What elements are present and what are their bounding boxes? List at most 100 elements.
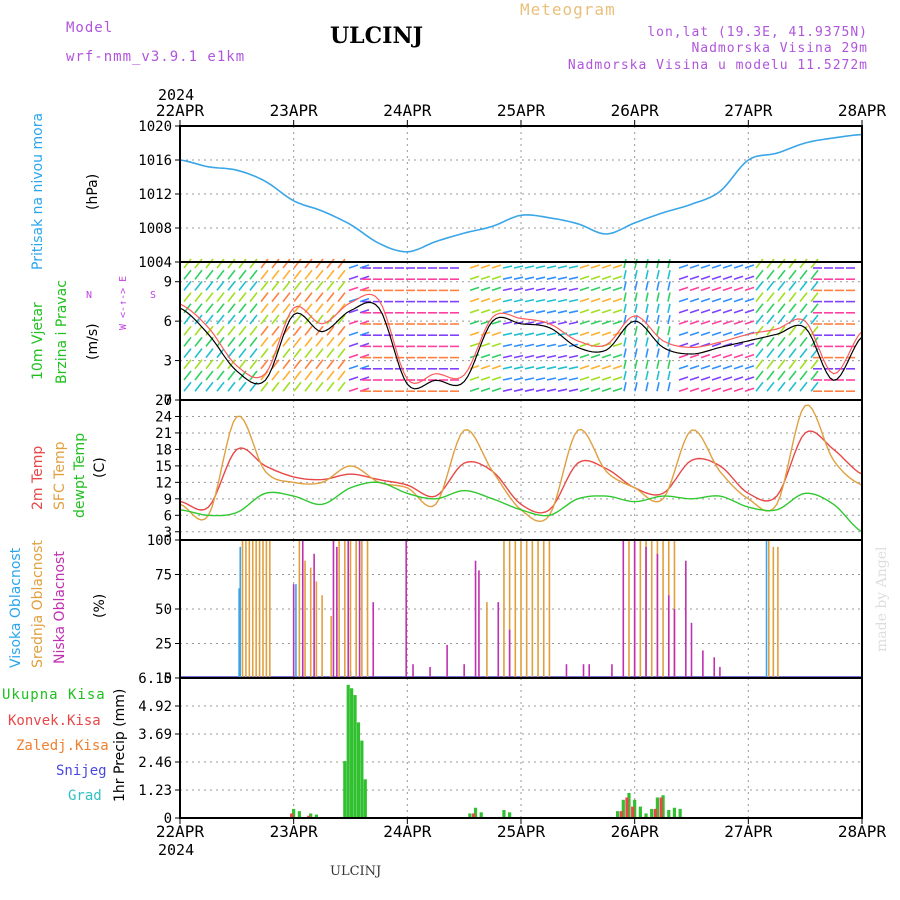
wind-barb (722, 264, 733, 269)
wind-barb (293, 269, 302, 280)
wind-barb (293, 359, 302, 370)
wind-barb (579, 387, 590, 392)
wind-barb (491, 342, 502, 348)
wind-barb (326, 258, 335, 269)
wind-barb (326, 269, 335, 280)
wind-barb (326, 370, 335, 381)
cloud-title-mid: Srednja Oblacnost (30, 540, 46, 668)
wind-barb (755, 303, 764, 314)
wind-barb (689, 309, 700, 314)
wind-barb (304, 359, 313, 370)
wind-barb (579, 275, 590, 280)
wind-barb (711, 376, 722, 381)
wind-barb (678, 264, 689, 269)
wind-barb (810, 292, 819, 303)
wind-barb (502, 276, 513, 280)
wind-barb (271, 258, 280, 269)
wind-barb (766, 303, 775, 314)
y-tick-label: 4.92 (138, 699, 172, 715)
wind-barb (612, 376, 623, 381)
precip-bar-total (672, 807, 677, 818)
wind-barb (546, 265, 557, 269)
wind-barb (513, 343, 524, 348)
wind-barb (513, 388, 524, 392)
wind-barb (238, 303, 247, 314)
wind-barb (260, 381, 269, 392)
y-tick-label: 1004 (138, 255, 172, 271)
wind-barb (667, 326, 671, 336)
wind-barb (579, 353, 590, 359)
wind-barb (315, 359, 324, 370)
wind-barb (777, 336, 786, 347)
wind-barb (579, 309, 590, 314)
wind-barb (491, 376, 502, 381)
wind-barb (733, 297, 744, 303)
wind-barb (513, 287, 524, 292)
footer-station: ULCINJ (330, 864, 381, 879)
wind-barb (612, 365, 623, 370)
wind-barb (260, 258, 269, 269)
wind-barb (590, 376, 601, 381)
wind-barb (524, 343, 535, 348)
wind-barb (755, 359, 764, 370)
wind-barb (491, 297, 502, 303)
wind-barb (667, 370, 671, 381)
wind-barb (612, 387, 623, 392)
wind-barb (667, 303, 671, 313)
wind-barb (238, 336, 247, 347)
y-tick-label: 15 (155, 459, 172, 475)
x-tick-label-top: 27APR (724, 101, 773, 120)
wind-barb (722, 297, 733, 303)
wind-barb (216, 280, 225, 291)
wind-barb (744, 320, 755, 325)
wind-barb (711, 275, 722, 280)
x-tick-label-bottom: 24APR (383, 822, 432, 841)
wind-barb (788, 303, 797, 314)
precip-legend-total: Ukupna Kisa (2, 687, 106, 703)
wind-barb (799, 314, 808, 325)
wind-barb (568, 377, 579, 381)
wind-barb (634, 281, 638, 291)
precip-bar-convective (659, 797, 663, 818)
wind-barb (777, 348, 786, 359)
wind-barb (634, 370, 638, 381)
wind-barb (546, 332, 557, 336)
wind-barb (656, 270, 660, 280)
wind-barb (535, 265, 546, 269)
wind-barb (337, 258, 346, 269)
wind-barb (293, 336, 302, 347)
wind-barb (689, 264, 700, 269)
wind-barb (491, 286, 502, 292)
y-tick-label: 12 (155, 475, 172, 491)
wind-barb (480, 320, 491, 325)
wind-barb (249, 370, 258, 381)
wind-barb (359, 353, 370, 359)
wind-barb (645, 359, 649, 369)
wind-barb (348, 264, 359, 269)
wind-barb (788, 381, 797, 392)
wind-barb (612, 264, 623, 269)
wind-barb (612, 309, 623, 314)
wind-barb (546, 298, 557, 303)
wind-barb (557, 265, 568, 269)
y-tick-label: 3.69 (138, 727, 172, 743)
wind-barb (293, 325, 302, 336)
wind-barb (733, 387, 744, 392)
wind-barb (315, 280, 324, 291)
y-tick-label: 3 (164, 354, 172, 370)
wind-barb (810, 359, 819, 370)
wind-barb (205, 269, 214, 280)
wind-barb (227, 280, 236, 291)
wind-barb (667, 382, 671, 392)
wind-barb (513, 354, 524, 359)
wind-barb (722, 309, 733, 314)
wind-barb (557, 298, 568, 303)
wind-barb-field (183, 258, 855, 393)
wind-barb (216, 348, 225, 359)
wind-barb (601, 320, 612, 325)
wind-barb (667, 281, 671, 291)
wind-barb (491, 264, 502, 269)
wind-barb (480, 264, 491, 269)
wind-barb (205, 280, 214, 291)
wind-barb (799, 280, 808, 291)
